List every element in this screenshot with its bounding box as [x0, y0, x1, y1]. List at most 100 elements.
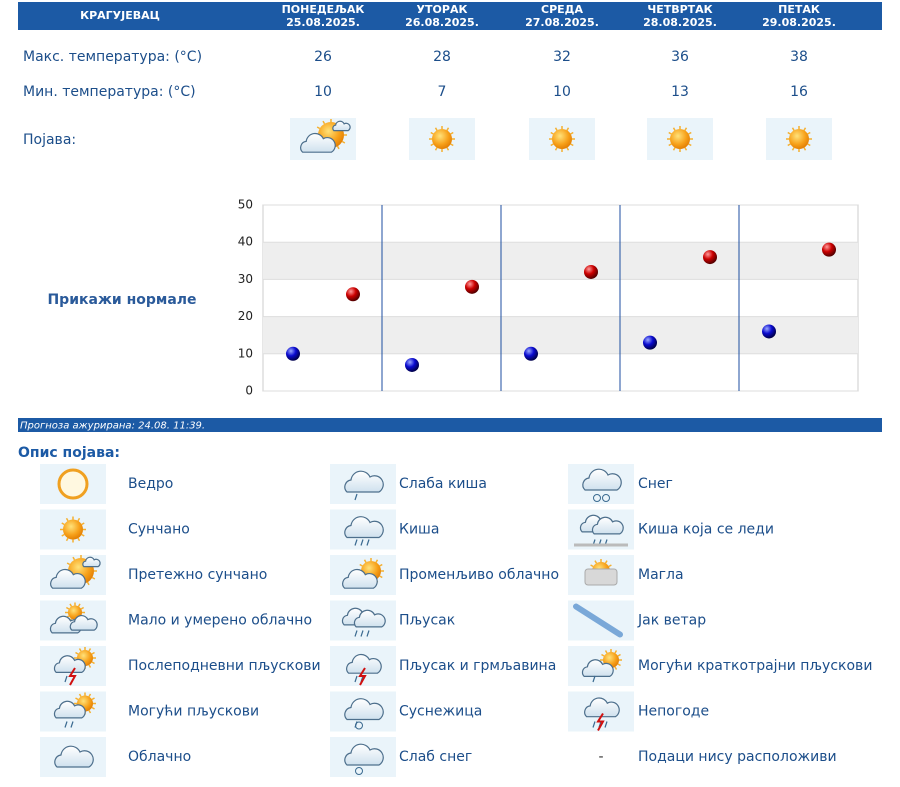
- sun-ray: [590, 564, 594, 568]
- weather-icon: [40, 737, 106, 777]
- max-point: [465, 279, 479, 294]
- day-name: ПОНЕДЕЉАК: [282, 3, 365, 16]
- weather-icon: [330, 509, 396, 550]
- rain: [604, 721, 608, 728]
- sun-ray: [80, 606, 85, 610]
- legend-label: Киша: [399, 522, 439, 538]
- sun-ray: [77, 603, 81, 607]
- sun-ray: [566, 127, 570, 131]
- sun-ray: [88, 664, 92, 668]
- day-date: 29.08.2025.: [762, 16, 836, 29]
- rain: [366, 630, 370, 637]
- min-point: [286, 346, 300, 361]
- day-date: 26.08.2025.: [405, 16, 479, 29]
- snow: [602, 494, 610, 502]
- legend-label: Киша која се леди: [638, 522, 774, 538]
- sun-ray: [446, 127, 450, 131]
- sun-ray: [446, 147, 450, 151]
- y-tick-label: 30: [238, 272, 253, 286]
- weather-icon: [330, 464, 396, 504]
- weather-icon: [290, 118, 356, 160]
- weather-icon: [40, 691, 106, 732]
- sun-ray: [86, 581, 90, 586]
- max-temp: 26: [314, 49, 332, 65]
- sun-ray: [688, 143, 692, 147]
- cloud: [344, 743, 384, 766]
- sun-ray: [66, 562, 71, 566]
- sun: [432, 129, 452, 149]
- legend-label: Сунчано: [128, 522, 190, 538]
- weather-icon: [766, 118, 832, 160]
- sun-ray: [91, 706, 95, 710]
- sun-ray: [554, 127, 558, 131]
- bolt: [596, 712, 605, 731]
- sun-ray: [684, 127, 688, 131]
- sun-ray: [684, 147, 688, 151]
- legend-label: Претежно сунчано: [128, 567, 267, 583]
- sun-ray: [61, 522, 65, 526]
- sun-ray: [363, 559, 367, 563]
- max-point: [822, 242, 836, 257]
- max-temp: 32: [553, 49, 571, 65]
- sun: [789, 129, 809, 149]
- sun: [670, 129, 690, 149]
- sun-ray: [75, 651, 79, 655]
- day-name: СРЕДА: [541, 3, 583, 16]
- legend-label: Облачно: [128, 749, 191, 765]
- sun-ray: [614, 650, 618, 654]
- snow: [355, 721, 363, 730]
- sun-ray: [550, 131, 554, 135]
- sun-ray: [88, 648, 92, 652]
- legend-label: Снег: [638, 476, 673, 492]
- sun-ray: [91, 576, 96, 580]
- weather-icon: [40, 646, 106, 686]
- sun-ray: [91, 697, 95, 701]
- normals-link[interactable]: Прикажи нормале: [47, 292, 196, 308]
- y-tick-label: 0: [245, 384, 253, 398]
- sun-ray: [803, 147, 807, 151]
- grid-band: [263, 242, 858, 280]
- sun-ray: [550, 143, 554, 147]
- sun-ray: [336, 145, 340, 150]
- cloud: [53, 700, 86, 719]
- sun-ray: [359, 563, 363, 567]
- min-point: [643, 335, 657, 350]
- sun-ray: [787, 143, 791, 147]
- sun-ray: [787, 131, 791, 135]
- header-bar: [18, 2, 882, 30]
- sun-ray: [608, 564, 612, 568]
- weather-icon: [330, 600, 396, 641]
- rain: [354, 493, 358, 501]
- sun-ray: [791, 127, 795, 131]
- sun-ray: [672, 147, 676, 151]
- sun-ray: [430, 131, 434, 135]
- sun-ray: [88, 693, 92, 697]
- cloud: [344, 516, 384, 539]
- update-bar: [18, 418, 882, 432]
- min-point: [524, 346, 538, 361]
- sun-ray: [617, 663, 621, 667]
- max-point: [584, 264, 598, 279]
- legend-label: Суснежица: [399, 704, 482, 720]
- sun-ray: [379, 563, 383, 567]
- rain: [360, 539, 364, 546]
- y-tick-label: 10: [238, 346, 253, 360]
- sun-ray: [341, 140, 346, 144]
- weather-icon: [330, 555, 396, 595]
- y-tick-label: 40: [238, 235, 253, 249]
- legend-label: Могући краткотрајни пљускови: [638, 658, 872, 674]
- sun-ray: [322, 120, 326, 125]
- weather-icon: [40, 555, 106, 595]
- sun-ray: [672, 127, 676, 131]
- sun-ray: [791, 147, 795, 151]
- legend-label: Непогоде: [638, 704, 709, 720]
- rain: [366, 539, 370, 546]
- legend-title: Опис појава:: [18, 445, 120, 461]
- legend-label: Пљусак: [399, 613, 455, 629]
- sun-ray: [81, 522, 85, 526]
- sun-ray: [450, 143, 454, 147]
- rain: [592, 721, 596, 728]
- sun-ray: [570, 131, 574, 135]
